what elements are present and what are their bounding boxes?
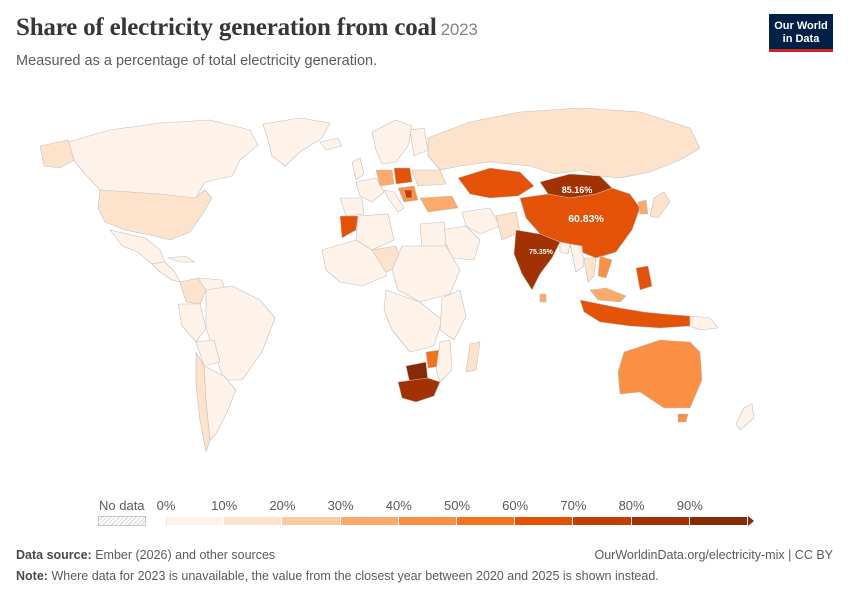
country-peru[interactable] [177, 303, 207, 343]
legend-tick-label: 60% [502, 498, 529, 513]
country-japan[interactable] [649, 191, 671, 219]
country-madagascar[interactable] [465, 341, 481, 373]
country-spain[interactable] [339, 197, 365, 217]
logo-line-1: Our World [774, 20, 828, 32]
country-central-america[interactable] [151, 261, 181, 283]
legend-color-bin[interactable] [631, 516, 690, 526]
note-label: Note: [16, 569, 48, 583]
world-map[interactable]: 85.16% 60.83% 75.35% [0, 90, 850, 490]
country-colombia[interactable] [179, 277, 207, 305]
legend-tick-label: 90% [676, 498, 703, 513]
country-poland[interactable] [393, 167, 413, 185]
legend-color-bin[interactable] [515, 516, 574, 526]
label-china: 60.83% [568, 213, 604, 225]
source-text[interactable]: Ember (2026) and other sources [95, 548, 276, 562]
logo-line-2: in Data [782, 32, 820, 45]
country-bangladesh[interactable] [559, 241, 571, 255]
country-india[interactable] [513, 229, 561, 291]
footer-source: Data source: Ember (2026) and other sour… [16, 548, 275, 562]
country-ukraine[interactable] [411, 169, 447, 187]
country-australia[interactable] [617, 339, 703, 409]
country-papua-new-guinea[interactable] [689, 315, 719, 331]
country-greenland[interactable] [262, 117, 331, 167]
chart-subtitle: Measured as a percentage of total electr… [16, 53, 378, 69]
legend-color-bin[interactable] [224, 516, 283, 526]
country-new-zealand[interactable] [735, 403, 755, 431]
country-finland[interactable] [409, 127, 429, 157]
legend-color-bin[interactable] [689, 516, 748, 526]
country-sudan-region[interactable] [391, 245, 461, 303]
country-brazil[interactable] [205, 285, 276, 381]
country-italy[interactable] [383, 189, 405, 213]
country-korea[interactable] [637, 199, 649, 215]
country-west-africa[interactable] [321, 239, 391, 287]
country-algeria[interactable] [355, 213, 395, 251]
country-serbia[interactable] [403, 189, 413, 199]
color-legend: No data 0% 10% 20% 30% 40% 50% 60% 70% 80% 90% [0, 495, 850, 535]
country-canada[interactable] [67, 119, 259, 201]
note-text: Where data for 2023 is unavailable, the … [51, 569, 659, 583]
country-egypt[interactable] [419, 221, 447, 249]
country-indonesia[interactable] [579, 299, 691, 329]
country-tasmania[interactable] [677, 413, 689, 423]
owid-logo[interactable]: Our World in Data [769, 14, 833, 52]
country-east-africa[interactable] [439, 289, 467, 341]
legend-tick-label: 40% [385, 498, 412, 513]
country-myanmar[interactable] [569, 243, 585, 273]
country-south-africa[interactable] [397, 377, 441, 403]
footer-note: Note: Where data for 2023 is unavailable… [16, 569, 659, 583]
legend-color-bin[interactable] [573, 516, 632, 526]
country-philippines[interactable] [635, 265, 653, 291]
country-morocco[interactable] [339, 215, 359, 239]
country-kazakhstan[interactable] [457, 167, 535, 199]
legend-color-bin[interactable] [398, 516, 457, 526]
country-argentina[interactable] [203, 365, 237, 441]
country-vietnam[interactable] [597, 255, 613, 279]
legend-tick-label: 20% [269, 498, 296, 513]
legend-color-bin[interactable] [340, 516, 399, 526]
label-india: 75.35% [529, 249, 554, 256]
country-russia[interactable] [427, 107, 701, 179]
country-united-states[interactable] [97, 189, 213, 241]
title-year: 2023 [440, 20, 478, 39]
legend-tick-label: 30% [327, 498, 354, 513]
legend-no-data-label: No data [99, 498, 145, 513]
footer-url[interactable]: OurWorldinData.org/electricity-mix | CC … [594, 548, 834, 562]
title-text: Share of electricity generation from coa… [16, 14, 437, 41]
legend-tick-label: 50% [443, 498, 471, 513]
country-alaska[interactable] [39, 139, 75, 169]
legend-arrow [748, 516, 754, 526]
country-germany[interactable] [375, 169, 395, 187]
country-sri-lanka[interactable] [539, 293, 547, 303]
country-turkey[interactable] [419, 195, 459, 213]
country-thailand[interactable] [583, 257, 597, 283]
country-central-africa[interactable] [383, 289, 443, 353]
legend-color-bin[interactable] [457, 516, 516, 526]
country-iceland[interactable] [319, 137, 343, 151]
chart-title: Share of electricity generation from coa… [16, 14, 478, 42]
source-label: Data source: [16, 548, 92, 562]
country-france[interactable] [355, 177, 385, 203]
legend-tick-label: 80% [618, 498, 645, 513]
legend-color-bin[interactable] [166, 516, 225, 526]
label-mongolia: 85.16% [562, 185, 593, 195]
legend-no-data-swatch [98, 516, 146, 526]
legend-tick-label: 10% [211, 498, 238, 513]
legend-tick-label: 70% [560, 498, 587, 513]
country-uk[interactable] [351, 157, 365, 181]
country-bolivia[interactable] [195, 339, 221, 367]
country-norway-sweden[interactable] [371, 119, 413, 165]
country-cuba[interactable] [167, 255, 196, 263]
country-malaysia[interactable] [589, 287, 627, 303]
country-iran[interactable] [461, 207, 501, 235]
legend-tick-label: 0% [156, 498, 176, 513]
country-mozambique[interactable] [435, 339, 453, 383]
legend-color-bin[interactable] [282, 516, 341, 526]
